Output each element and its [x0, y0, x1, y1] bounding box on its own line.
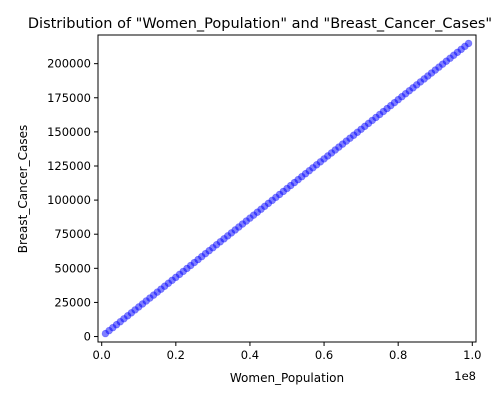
data-points — [101, 39, 473, 338]
x-axis-ticks: 0.0 0.2 0.4 0.6 0.8 1.0 — [93, 342, 481, 362]
x-tick-label: 1.0 — [463, 348, 481, 362]
plot-frame — [97, 34, 477, 343]
y-tick-label: 150000 — [47, 125, 91, 139]
x-tick-label: 0.6 — [315, 348, 333, 362]
chart-title: Distribution of "Women_Population" and "… — [28, 16, 492, 32]
y-axis-label: Breast_Cancer_Cases — [16, 125, 30, 253]
x-tick-label: 0.0 — [93, 348, 111, 362]
x-tick-label: 0.8 — [389, 348, 407, 362]
y-tick-label: 0 — [84, 330, 91, 344]
x-tick-label: 0.4 — [241, 348, 259, 362]
y-tick-label: 175000 — [47, 91, 91, 105]
y-tick-label: 25000 — [54, 295, 91, 309]
y-tick-label: 125000 — [47, 159, 91, 173]
x-axis-label: Women_Population — [230, 371, 344, 385]
y-tick-label: 50000 — [54, 261, 91, 275]
x-tick-label: 0.2 — [167, 348, 185, 362]
data-point — [464, 39, 473, 48]
y-tick-label: 200000 — [47, 57, 91, 71]
y-tick-label: 100000 — [47, 193, 91, 207]
y-axis-ticks: 0 25000 50000 75000 100000 125000 150000 175000… — [47, 57, 98, 344]
x-axis-offset-label: 1e8 — [454, 369, 476, 383]
y-tick-label: 75000 — [54, 227, 91, 241]
